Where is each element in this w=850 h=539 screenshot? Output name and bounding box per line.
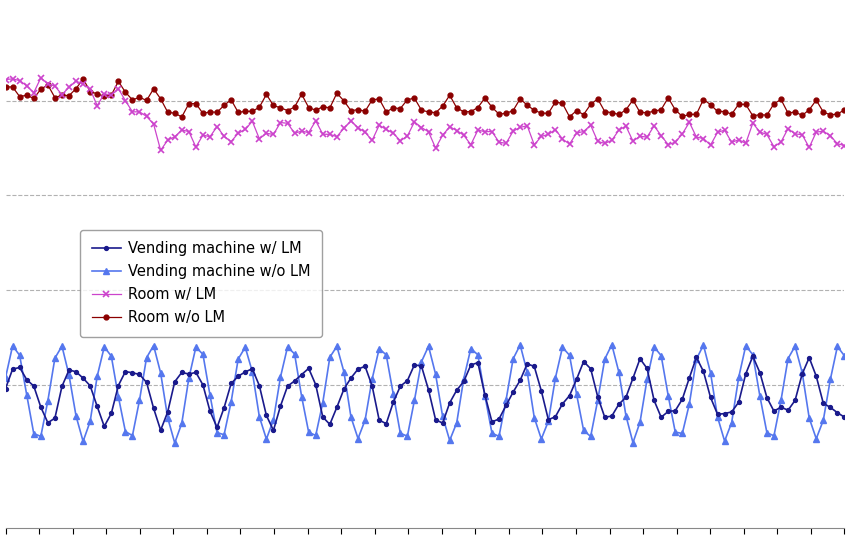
Room w/o LM	[190, 100, 201, 107]
Vending machine w/o LM	[184, 375, 194, 382]
Vending machine w/ LM	[473, 360, 483, 366]
Room w/o LM	[241, 108, 251, 115]
Vending machine w/o LM	[233, 356, 243, 362]
Vending machine w/ LM	[748, 353, 758, 360]
Room w/ LM	[839, 142, 849, 149]
Room w/o LM	[479, 95, 490, 101]
Room w/ LM	[1, 77, 11, 83]
Vending machine w/o LM	[677, 430, 688, 437]
Vending machine w/ LM	[269, 427, 279, 434]
Vending machine w/o LM	[586, 433, 596, 440]
Vending machine w/ LM	[825, 404, 836, 411]
Room w/o LM	[839, 107, 849, 113]
Vending machine w/ LM	[586, 365, 596, 372]
Vending machine w/o LM	[825, 376, 836, 383]
Room w/o LM	[78, 75, 88, 82]
Vending machine w/o LM	[473, 351, 483, 358]
Room w/ LM	[190, 144, 201, 150]
Room w/ LM	[241, 126, 251, 133]
Room w/o LM	[677, 113, 688, 120]
Room w/ LM	[156, 147, 166, 154]
Room w/o LM	[1, 84, 11, 90]
Vending machine w/o LM	[839, 353, 849, 359]
Room w/o LM	[825, 112, 836, 118]
Vending machine w/o LM	[607, 341, 617, 348]
Line: Vending machine w/ LM: Vending machine w/ LM	[3, 354, 847, 432]
Vending machine w/o LM	[1, 374, 11, 381]
Vending machine w/o LM	[170, 440, 180, 446]
Room w/ LM	[479, 128, 490, 135]
Room w/o LM	[592, 95, 603, 102]
Vending machine w/ LM	[670, 407, 680, 414]
Room w/o LM	[177, 114, 187, 120]
Line: Room w/ LM: Room w/ LM	[2, 74, 848, 154]
Vending machine w/ LM	[177, 369, 187, 376]
Line: Vending machine w/o LM: Vending machine w/o LM	[3, 342, 847, 446]
Vending machine w/ LM	[226, 380, 236, 386]
Room w/ LM	[592, 138, 603, 144]
Room w/ LM	[825, 133, 836, 139]
Room w/ LM	[36, 74, 46, 81]
Vending machine w/ LM	[1, 385, 11, 392]
Room w/ LM	[677, 130, 688, 137]
Vending machine w/ LM	[839, 414, 849, 420]
Line: Room w/o LM: Room w/o LM	[3, 77, 847, 119]
Legend: Vending machine w/ LM, Vending machine w/o LM, Room w/ LM, Room w/o LM: Vending machine w/ LM, Vending machine w…	[80, 230, 322, 337]
